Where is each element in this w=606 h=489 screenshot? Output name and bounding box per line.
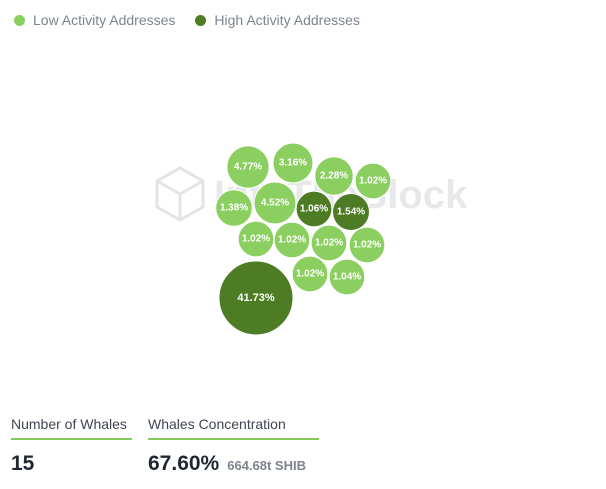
bubble-label: 3.16% bbox=[279, 158, 307, 169]
bubble-low-activity[interactable] bbox=[314, 156, 354, 196]
bubble-label: 1.38% bbox=[220, 203, 248, 214]
bubble-high-activity[interactable] bbox=[295, 190, 333, 228]
bubble-low-activity[interactable] bbox=[215, 189, 253, 227]
bubble-label: 1.54% bbox=[337, 207, 365, 218]
bubble-label: 4.52% bbox=[261, 198, 289, 209]
bubble-low-activity[interactable] bbox=[226, 145, 270, 189]
bubble-low-activity[interactable] bbox=[328, 258, 366, 296]
stat-label-concentration: Whales Concentration bbox=[148, 416, 319, 440]
bubble-label: 1.02% bbox=[353, 240, 381, 251]
bubble-label: 2.28% bbox=[320, 171, 348, 182]
bubble-high-activity[interactable] bbox=[332, 193, 370, 231]
bubble-label: 1.06% bbox=[300, 204, 328, 215]
stat-label-whales: Number of Whales bbox=[11, 416, 132, 440]
bubble-low-activity[interactable] bbox=[291, 255, 329, 293]
legend-dot-icon bbox=[14, 14, 25, 26]
cube-logo-icon bbox=[155, 166, 205, 222]
bubble-high-activity[interactable] bbox=[218, 260, 294, 336]
bubble-low-activity[interactable] bbox=[310, 224, 348, 262]
bubble-low-activity[interactable] bbox=[272, 142, 314, 184]
legend-label-high-activity: High Activity Addresses bbox=[214, 12, 360, 28]
bubble-chart: IntoTheBlock 4.77% 3.16%2.28% 1.02%1.38% 4.… bbox=[155, 142, 468, 336]
stat-sub-concentration: 664.68t SHIB bbox=[227, 458, 306, 473]
bubble-label: 1.04% bbox=[333, 272, 361, 283]
legend-label-low-activity: Low Activity Addresses bbox=[33, 12, 176, 28]
bubble-label: 1.02% bbox=[296, 269, 324, 280]
bubble-low-activity[interactable] bbox=[354, 162, 392, 200]
bubble-label: 1.02% bbox=[242, 234, 270, 245]
bubble-low-activity[interactable] bbox=[253, 181, 297, 225]
bubble-label: 1.02% bbox=[278, 235, 306, 246]
bubble-low-activity[interactable] bbox=[273, 221, 311, 259]
stats-row: Number of Whales 15 Whales Concentration… bbox=[11, 416, 319, 476]
stat-value-whales: 15 bbox=[11, 452, 35, 475]
bubble-low-activity[interactable] bbox=[348, 226, 386, 264]
bubble-label: 4.77% bbox=[234, 162, 262, 173]
legend-item-high-activity[interactable]: High Activity Addresses bbox=[195, 12, 360, 28]
legend-item-low-activity[interactable]: Low Activity Addresses bbox=[14, 12, 175, 28]
bubbles-group: 4.77% 3.16% 2.28% 1.02% 1.38% 4.52% 1.06% 1.54%… bbox=[215, 142, 392, 336]
stat-number-of-whales: Number of Whales 15 bbox=[11, 416, 132, 476]
stat-value-concentration: 67.60% bbox=[148, 452, 220, 475]
legend-dot-icon bbox=[195, 14, 207, 26]
chart-legend: Low Activity Addresses High Activity Add… bbox=[14, 12, 360, 28]
bubble-label: 1.02% bbox=[315, 238, 343, 249]
bubble-label: 1.02% bbox=[359, 176, 387, 187]
stat-whales-concentration: Whales Concentration 67.60% 664.68t SHIB bbox=[148, 416, 319, 476]
bubble-label: 41.73% bbox=[237, 292, 275, 304]
